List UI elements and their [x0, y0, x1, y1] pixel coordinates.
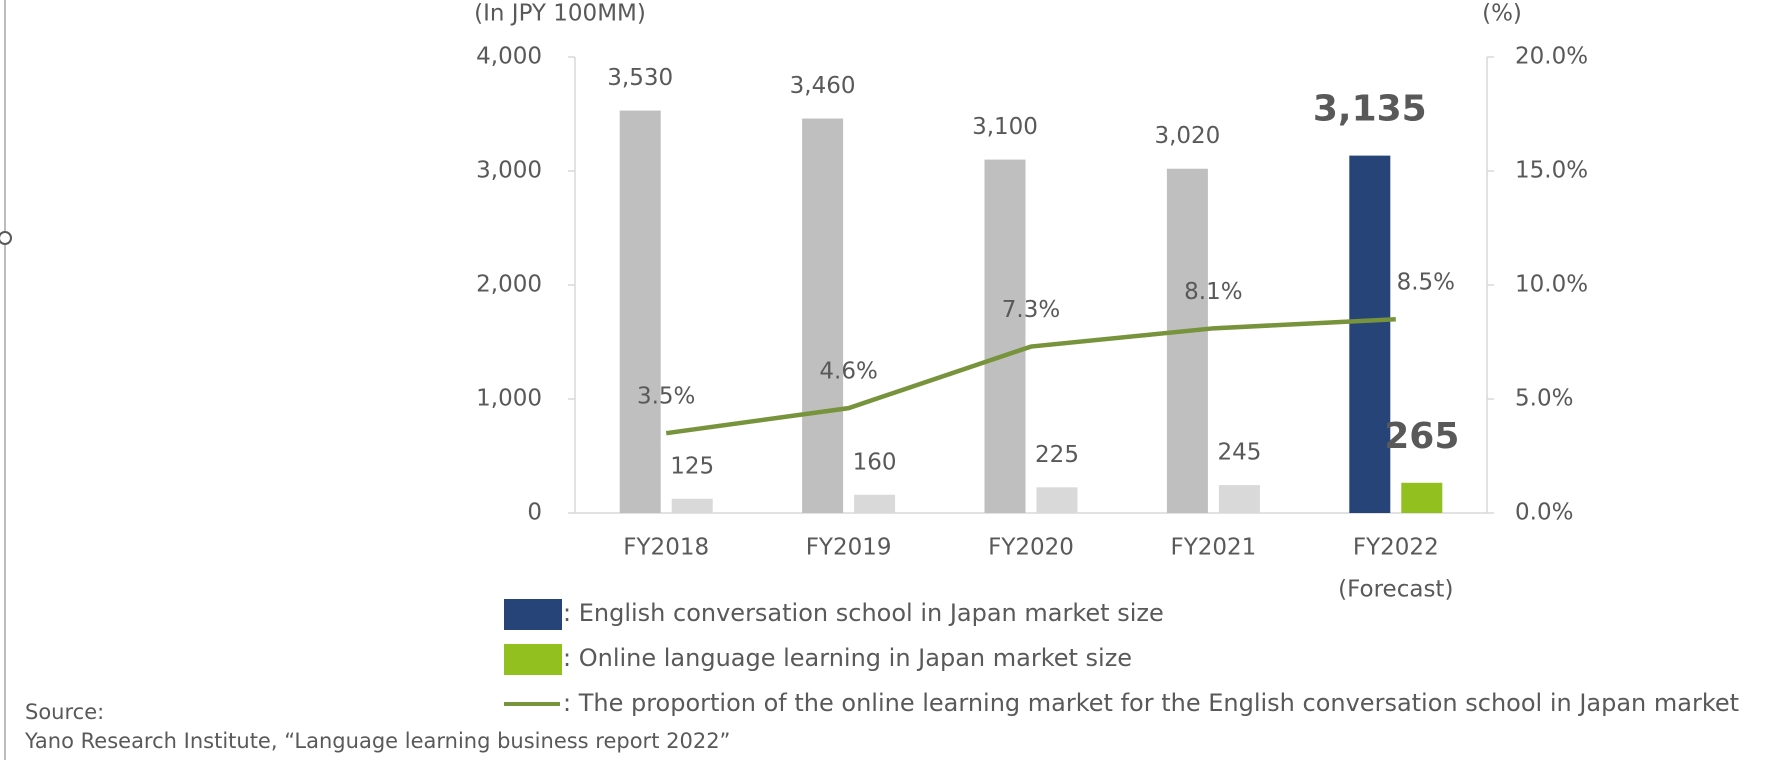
bar — [671, 498, 713, 513]
data-label: 3,135 — [1313, 89, 1427, 130]
bar — [1401, 482, 1443, 513]
frame-handle — [0, 231, 12, 245]
data-label: 4.6% — [819, 359, 877, 385]
y2-tick-label: 20.0% — [1515, 44, 1588, 70]
legend-swatch — [504, 599, 562, 630]
y-tick-label: 0 — [527, 500, 542, 526]
y2-tick-label: 5.0% — [1515, 386, 1573, 412]
source-title: Source: — [25, 700, 104, 724]
bar — [802, 118, 844, 513]
data-label: 8.5% — [1397, 270, 1455, 296]
data-label: 3,460 — [790, 73, 856, 99]
x-tick-note: (Forecast) — [1338, 577, 1453, 603]
source: Yano Research Institute, “Language learn… — [24, 729, 730, 753]
y-tick-label: 1,000 — [476, 386, 542, 412]
data-label: 3,020 — [1154, 123, 1220, 149]
data-label: 160 — [853, 449, 897, 475]
data-label: 8.1% — [1184, 279, 1242, 305]
bar — [984, 159, 1026, 513]
y2-tick-label: 0.0% — [1515, 500, 1573, 526]
y-axis-label: (In JPY 100MM) — [474, 1, 646, 27]
y-tick-label: 2,000 — [476, 272, 542, 298]
bar — [1036, 487, 1078, 513]
x-tick-label: FY2021 — [1170, 535, 1256, 561]
data-label: 3,530 — [607, 65, 673, 91]
data-label: 125 — [670, 453, 714, 479]
y-tick-label: 3,000 — [476, 158, 542, 184]
y2-tick-label: 10.0% — [1515, 272, 1588, 298]
bar — [1166, 168, 1208, 513]
legend-label: : English conversation school in Japan m… — [563, 599, 1164, 627]
bar — [1349, 155, 1391, 514]
data-label: 3,100 — [972, 114, 1038, 140]
data-label: 7.3% — [1002, 297, 1060, 323]
legend-label: : Online language learning in Japan mark… — [563, 644, 1132, 672]
x-tick-label: FY2019 — [806, 535, 892, 561]
x-tick-label: FY2018 — [623, 535, 709, 561]
y2-axis-label: (%) — [1482, 1, 1522, 27]
data-label: 3.5% — [637, 384, 695, 410]
y-tick-label: 4,000 — [476, 44, 542, 70]
x-tick-label: FY2020 — [988, 535, 1074, 561]
bar — [854, 494, 896, 513]
data-label: 265 — [1384, 416, 1459, 457]
y2-tick-label: 15.0% — [1515, 158, 1588, 184]
line — [665, 316, 1396, 436]
bar — [1218, 485, 1260, 513]
data-label: 225 — [1035, 442, 1079, 468]
legend-label: : The proportion of the online learning … — [563, 689, 1739, 717]
data-label: 245 — [1217, 440, 1261, 466]
bar — [619, 110, 661, 513]
x-tick-label: FY2022 — [1353, 535, 1439, 561]
legend-swatch — [504, 644, 562, 675]
